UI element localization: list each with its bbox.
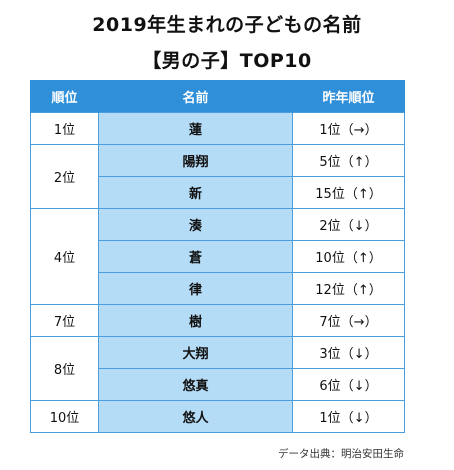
prev-rank-cell: 1位（→）: [292, 112, 405, 145]
rank-cell: 10位: [30, 400, 99, 433]
table-row: 2位 陽翔 5位（↑）: [30, 144, 405, 209]
rank-cell: 1位: [30, 112, 99, 145]
table-row: 4位 湊 2位（↓）: [30, 208, 405, 305]
name-cell: 新: [98, 176, 293, 209]
rank-cell: 2位: [30, 144, 99, 209]
rank-cell: 7位: [30, 304, 99, 337]
name-cell: 蒼: [98, 240, 293, 273]
table-row: 7位 樹 7位（→）: [30, 304, 405, 337]
name-cell: 樹: [98, 304, 293, 337]
prev-rank-header: 昨年順位: [292, 80, 405, 113]
name-cell: 律: [98, 272, 293, 305]
prev-rank-cell: 1位（↓）: [292, 400, 405, 433]
table-row: 律 12位（↑）: [31, 272, 405, 305]
prev-rank-cell: 10位（↑）: [292, 240, 405, 273]
prev-rank-cell: 2位（↓）: [292, 208, 405, 241]
name-header: 名前: [98, 80, 293, 113]
rank-header: 順位: [30, 80, 99, 113]
table-row: 8位 大翔 3位（↓）: [30, 336, 405, 401]
name-cell: 蓮: [98, 112, 293, 145]
data-source-note: データ出典：明治安田生命: [278, 448, 404, 460]
name-cell: 悠真: [98, 368, 293, 401]
rank-cell: 8位: [30, 336, 99, 401]
prev-rank-cell: 5位（↑）: [292, 144, 405, 177]
table-row: 10位 悠人 1位（↓）: [30, 400, 405, 433]
prev-rank-cell: 7位（→）: [292, 304, 405, 337]
name-cell: 陽翔: [98, 144, 293, 177]
table-row: 悠真 6位（↓）: [31, 368, 405, 401]
rank-cell: 4位: [30, 208, 99, 305]
name-cell: 大翔: [98, 336, 293, 369]
page-subtitle: 【男の子】TOP10: [142, 50, 312, 72]
table-row: 1位 蓮 1位（→）: [30, 112, 405, 145]
prev-rank-cell: 12位（↑）: [292, 272, 405, 305]
page-title: 2019年生まれの子どもの名前: [92, 14, 362, 36]
name-cell: 悠人: [98, 400, 293, 433]
prev-rank-cell: 3位（↓）: [292, 336, 405, 369]
prev-rank-cell: 6位（↓）: [292, 368, 405, 401]
prev-rank-cell: 15位（↑）: [292, 176, 405, 209]
table-row: 新 15位（↑）: [31, 176, 405, 209]
name-cell: 湊: [98, 208, 293, 241]
ranking-table: 順位 名前 昨年順位 1位 蓮 1位（→） 2位 陽翔 5位（↑） 新 15位（…: [30, 80, 405, 433]
header-row: 順位 名前 昨年順位: [30, 80, 405, 113]
